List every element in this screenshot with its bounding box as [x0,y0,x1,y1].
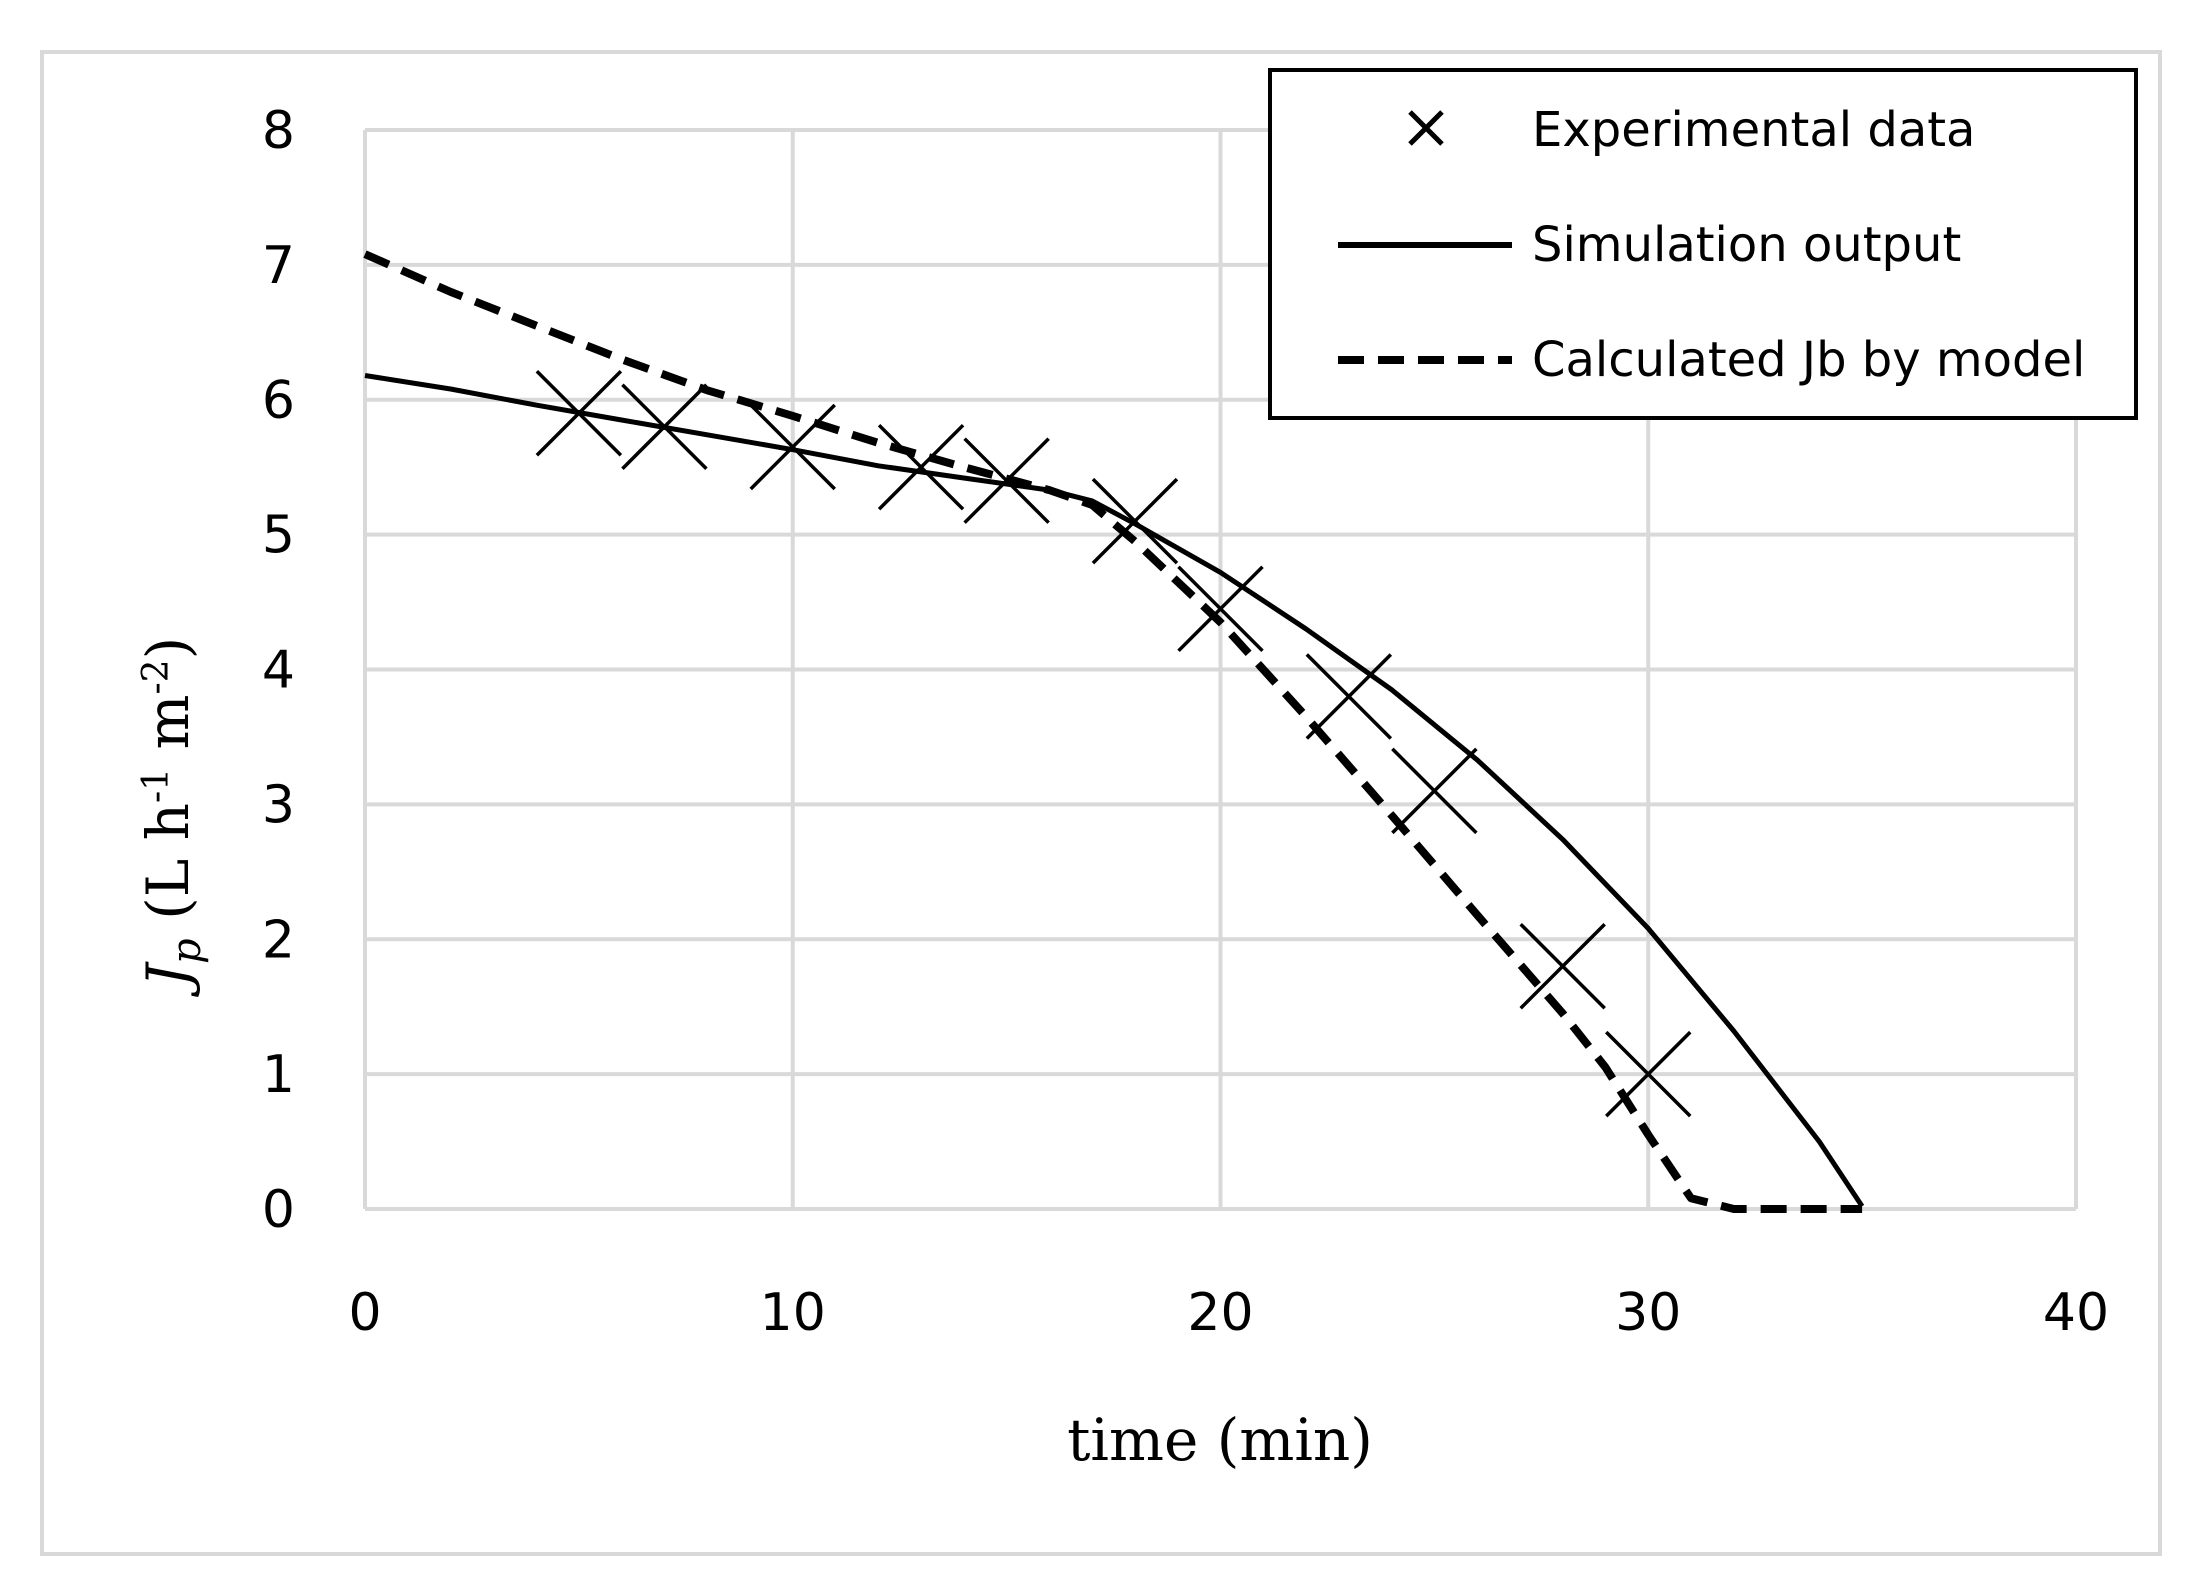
simulation-output-line [364,373,1865,1208]
experimental-data-point [1605,1030,1692,1118]
experimental-data-point [1391,747,1478,835]
legend-x-marker-icon [1408,110,1444,146]
y-tick-label: 7 [262,236,295,296]
x-tick-label: 10 [760,1283,826,1343]
y-tick-label: 2 [262,910,295,970]
legend: Experimental data Simulation output Calc… [1268,68,2138,420]
experimental-data-point [1305,653,1393,740]
experimental-data-point [877,423,965,511]
experimental-data-point [963,437,1050,524]
y-axis-unit-mid: m [134,694,202,767]
experimental-data-point [1091,477,1179,565]
experimental-data-point [621,383,708,470]
legend-item-experimental: Experimental data [1408,102,1975,158]
experimental-data-point [749,403,836,491]
y-tick-label: 3 [262,775,295,835]
experimental-data-point [535,370,623,457]
y-axis-unit-suffix: ) [134,637,202,660]
y-tick-label: 5 [262,506,295,566]
y-tick-label: 1 [262,1045,295,1105]
y-axis-exponent-1: -1 [136,768,177,803]
legend-label-simulation: Simulation output [1532,217,1961,273]
legend-label-calculated: Calculated Jb by model [1532,332,2085,388]
legend-label-experimental: Experimental data [1532,102,1975,158]
y-tick-label: 6 [262,371,295,431]
y-axis-unit-prefix: (L h [134,803,202,938]
x-tick-label: 40 [2043,1283,2109,1343]
legend-item-simulation: Simulation output [1338,217,1961,273]
x-axis-title: time (min) [1067,1406,1373,1474]
y-axis-subscript: p [164,938,210,964]
calculated-jb-line [363,250,1863,1213]
experimental-data-point [1177,565,1264,653]
experimental-data-point [1519,922,1606,1010]
series-layer [363,250,1865,1213]
x-tick-label: 20 [1187,1283,1253,1343]
y-tick-label: 0 [262,1180,295,1240]
tick-labels: 0 1 2 3 4 5 6 7 8 0 10 20 30 40 [262,101,2109,1343]
y-tick-label: 8 [262,101,295,161]
legend-item-calculated: Calculated Jb by model [1338,332,2085,388]
x-tick-label: 30 [1615,1283,1681,1343]
x-tick-label: 0 [348,1283,381,1343]
y-axis-exponent-2: -2 [136,659,177,694]
y-tick-label: 4 [262,641,295,701]
y-axis-title: Jp (L h-1 m-2) [134,637,210,997]
